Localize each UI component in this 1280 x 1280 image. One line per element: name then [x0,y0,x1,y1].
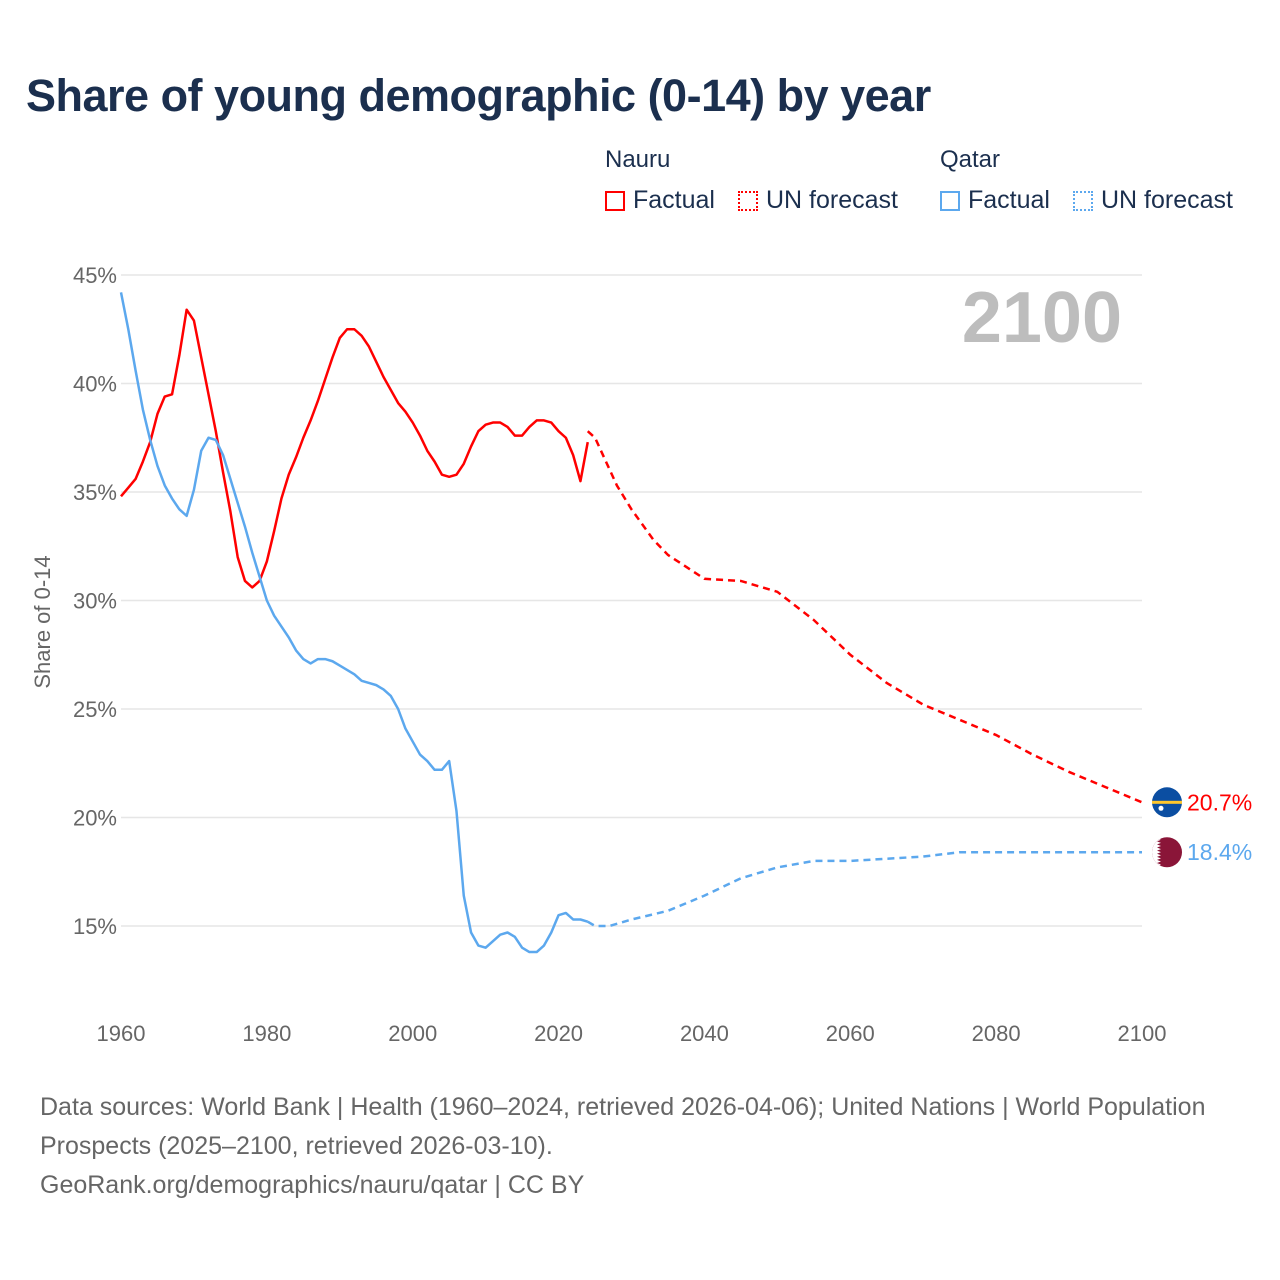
legend-nauru-factual[interactable]: Factual [605,186,715,215]
series-line-nauru-forecast [586,430,1143,804]
legend-qatar-forecast[interactable]: UN forecast [1073,186,1233,215]
x-tick-label: 2060 [826,1021,875,1046]
chart-title: Share of young demographic (0-14) by yea… [26,70,931,121]
year-label: 2100 [962,278,1122,358]
y-tick-label: 20% [73,806,117,831]
y-axis-label: Share of 0-14 [30,555,55,688]
legend-label: Factual [633,186,715,214]
x-tick-label: 1980 [242,1021,291,1046]
y-tick-label: 25% [73,697,117,722]
legend-country-nauru: Nauru [605,146,671,173]
x-tick-label: 2100 [1118,1021,1167,1046]
footer: Data sources: World Bank | Health (1960–… [40,1088,1240,1205]
y-tick-label: 35% [73,480,117,505]
legend-label: Factual [968,186,1050,214]
series-line-qatar-forecast [587,850,1142,928]
x-tick-label: 1960 [97,1021,146,1046]
legend-swatch-solid [605,190,625,211]
y-tick-label: 15% [73,914,117,939]
x-tick-label: 2020 [534,1021,583,1046]
legend-swatch-dotted [738,190,758,211]
source-link[interactable]: GeoRank.org/demographics/nauru/qatar | C… [40,1171,585,1199]
x-tick-label: 2080 [972,1021,1021,1046]
legend-swatch-solid [940,190,960,211]
y-tick-label: 45% [73,263,117,288]
legend-label: UN forecast [766,186,898,214]
x-tick-label: 2040 [680,1021,729,1046]
legend-nauru-forecast[interactable]: UN forecast [738,186,898,215]
legend-label: UN forecast [1101,186,1233,214]
series-line-qatar-factual [119,292,589,954]
y-tick-label: 30% [73,589,117,614]
series-line-nauru-factual [120,308,589,589]
y-tick-label: 40% [73,372,117,397]
legend-swatch-dotted [1073,190,1093,211]
data-sources: Data sources: World Bank | Health (1960–… [40,1093,1206,1160]
qatar-flag-icon [1152,837,1182,868]
x-tick-label: 2000 [388,1021,437,1046]
nauru-flag-icon [1152,787,1182,818]
legend-country-qatar: Qatar [940,146,1001,173]
end-value-label-qatar: 18.4% [1187,839,1252,865]
legend-qatar-factual[interactable]: Factual [940,186,1050,215]
end-value-label-nauru: 20.7% [1187,789,1252,815]
